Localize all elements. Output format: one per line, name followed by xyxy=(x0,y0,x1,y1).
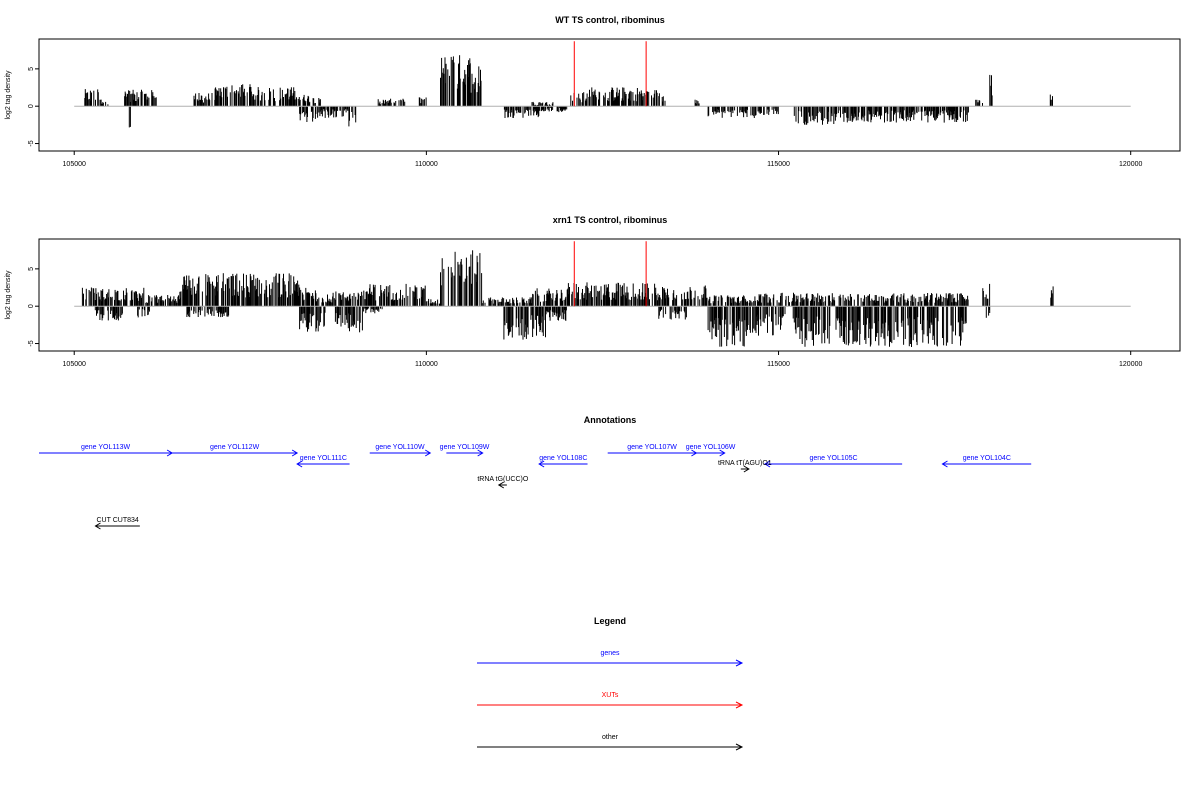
signal-bars xyxy=(84,55,1053,128)
annotation-arrowhead xyxy=(296,460,303,468)
annotation-features: gene YOL113W gene YOL112W gene YOL111C gene… xyxy=(39,444,1032,530)
annotation-label: gene YOL106W xyxy=(686,444,736,451)
annotation-arrowhead xyxy=(497,481,505,489)
x-tick-label: 115000 xyxy=(767,361,790,368)
plot-frame xyxy=(38,238,1181,352)
annotation-label: gene YOL110W xyxy=(375,444,425,451)
annotation-label: gene YOL107W xyxy=(627,444,677,451)
annotation-arrowhead xyxy=(941,460,948,468)
annotation-arrowhead xyxy=(719,449,726,457)
legend-arrowhead xyxy=(735,743,744,751)
y-tick-label: 0 xyxy=(28,304,35,308)
annotation-label: tRNA tT(AGU)O1 xyxy=(718,460,772,467)
plot-frame xyxy=(38,38,1181,152)
x-tick-label: 105000 xyxy=(63,361,86,368)
legend-label: XUTs xyxy=(602,692,619,699)
panel-title: xrn1 TS control, ribominus xyxy=(553,215,668,225)
x-tick-label: 105000 xyxy=(63,161,86,168)
y-tick-label: -5 xyxy=(28,340,35,346)
xut-markers xyxy=(573,241,647,307)
x-tick-label: 110000 xyxy=(415,161,438,168)
x-tick-label: 120000 xyxy=(1119,361,1142,368)
legend-arrowhead xyxy=(735,701,744,709)
x-axis: 105000 110000 115000 120000 xyxy=(63,351,1142,368)
annotations-panel: Annotations gene YOL113W gene YOL112Wgene… xyxy=(39,415,1032,530)
annotation-label: tRNA tG(UCC)O xyxy=(477,476,529,483)
x-tick-label: 110000 xyxy=(415,361,438,368)
wt-track-panel: WT TS control, ribominus log2 tag densit… xyxy=(5,15,1181,168)
signal-bars xyxy=(81,250,1054,347)
xut-markers xyxy=(573,41,647,107)
annotation-label: gene YOL108C xyxy=(539,455,587,462)
legend-label: other xyxy=(602,734,619,741)
annotation-arrowhead xyxy=(424,449,432,457)
annotation-label: gene YOL112W xyxy=(210,444,260,451)
xrn1-track-panel: xrn1 TS control, ribominus log2 tag dens… xyxy=(5,215,1181,368)
y-tick-label: 0 xyxy=(28,104,35,108)
y-axis: -5 0 5 xyxy=(28,67,39,147)
annotation-arrowhead xyxy=(94,522,101,530)
y-tick-label: 5 xyxy=(28,267,35,271)
legend-label: genes xyxy=(600,650,620,657)
y-axis-label: log2 tag density xyxy=(5,70,12,120)
x-tick-label: 120000 xyxy=(1119,161,1142,168)
x-tick-label: 115000 xyxy=(767,161,790,168)
annotation-arrowhead xyxy=(291,449,299,457)
annotation-label: gene YOL104C xyxy=(963,455,1011,462)
legend-arrowhead xyxy=(735,659,744,667)
y-axis: -5 0 5 xyxy=(28,267,39,347)
y-axis-label: log2 tag density xyxy=(5,270,12,320)
legend-title: Legend xyxy=(594,616,626,626)
legend-items: genes XUTs other xyxy=(477,650,744,751)
annotation-label: gene YOL111C xyxy=(300,455,347,462)
annotation-arrowhead xyxy=(743,465,750,473)
legend: Legend genes XUTs other xyxy=(477,616,744,751)
annotation-label: gene YOL109W xyxy=(440,444,490,451)
annotation-label: gene YOL105C xyxy=(809,455,857,462)
annotation-arrowhead xyxy=(764,460,771,468)
annotation-arrowhead xyxy=(477,449,484,457)
annotation-label: CUT CUT834 xyxy=(97,517,139,524)
annotation-label: gene YOL113W xyxy=(81,444,131,451)
panel-title: WT TS control, ribominus xyxy=(555,15,665,25)
annotations-title: Annotations xyxy=(584,415,637,425)
y-tick-label: 5 xyxy=(28,67,35,71)
x-axis: 105000 110000 115000 120000 xyxy=(63,151,1142,168)
y-tick-label: -5 xyxy=(28,140,35,146)
annotation-arrowhead xyxy=(538,460,545,468)
